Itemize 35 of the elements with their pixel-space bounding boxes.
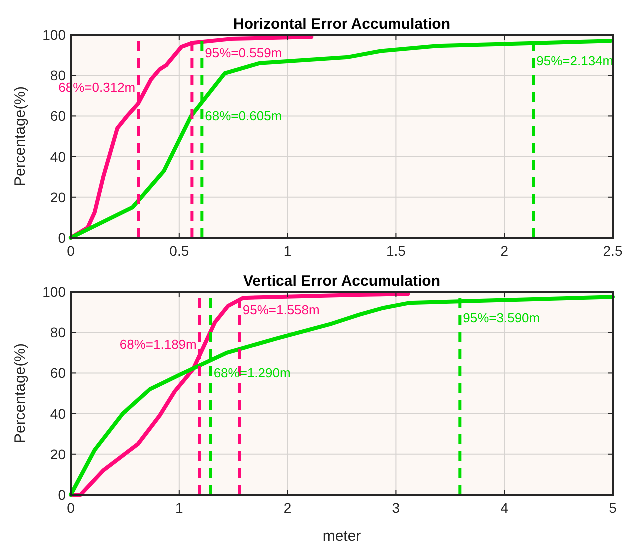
x-tick-label: 5 xyxy=(609,500,618,516)
line-series xyxy=(69,292,410,497)
y-axis-title: Percentage(%) xyxy=(12,343,29,444)
y-tick-label: 60 xyxy=(50,365,66,382)
chart-title: Vertical Error Accumulation xyxy=(243,273,441,290)
x-tick-label: 1.5 xyxy=(386,243,406,259)
y-tick-label: 0 xyxy=(58,230,66,246)
y-tick-label: 40 xyxy=(50,406,66,422)
ref-line-label: 95%=0.559m xyxy=(205,45,282,60)
y-tick-label: 100 xyxy=(42,284,66,300)
x-tick-label: 1 xyxy=(284,243,292,259)
y-tick-label: 0 xyxy=(58,487,66,503)
ref-line-label: 95%=1.558m xyxy=(242,302,320,318)
y-tick-label: 20 xyxy=(50,189,66,206)
x-tick-label: 0.5 xyxy=(170,243,190,259)
y-tick-label: 80 xyxy=(50,324,66,341)
x-tick-label: 2 xyxy=(284,500,292,516)
y-tick-label: 40 xyxy=(50,148,66,165)
ref-line-label: 68%=0.605m xyxy=(205,108,282,124)
x-axis-title: meter xyxy=(322,528,362,545)
y-tick-label: 100 xyxy=(42,27,66,43)
x-tick-label: 4 xyxy=(500,500,509,516)
y-tick-label: 80 xyxy=(50,68,66,84)
x-tick-label: 1 xyxy=(176,500,184,516)
y-tick-label: 20 xyxy=(50,446,66,462)
x-tick-label: 2.5 xyxy=(603,243,623,259)
chart-title: Horizontal Error Accumulation xyxy=(234,16,450,33)
ref-line-label: 95%=2.134m xyxy=(536,53,614,68)
y-tick-label: 60 xyxy=(50,108,66,124)
x-tick-label: 3 xyxy=(392,500,400,516)
x-tick-label: 2 xyxy=(500,243,509,259)
line-series xyxy=(69,295,615,497)
ref-line-label: 68%=1.189m xyxy=(120,336,197,352)
ref-line-label: 95%=3.590m xyxy=(463,310,540,326)
y-axis-title: Percentage(%) xyxy=(12,86,29,187)
